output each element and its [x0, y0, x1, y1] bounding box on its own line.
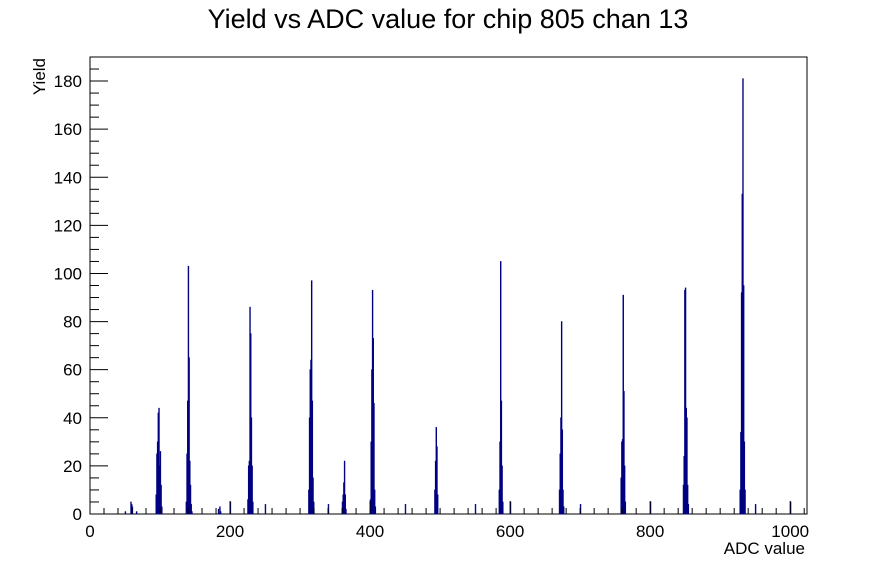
histogram-bin: [124, 511, 127, 515]
y-tick-label: 180: [54, 72, 82, 91]
y-tick-label: 20: [63, 457, 82, 476]
histogram-bin: [264, 504, 267, 515]
histogram-bin: [623, 391, 625, 515]
x-tick-label: 200: [216, 522, 244, 541]
y-tick-label: 160: [54, 120, 82, 139]
histogram-bin: [436, 494, 439, 515]
histogram-bin: [562, 489, 564, 515]
histogram-bin: [563, 506, 565, 515]
histogram-bin: [624, 501, 627, 515]
histogram-bin: [754, 504, 757, 515]
histogram-bin: [474, 504, 477, 515]
histogram-bin: [744, 489, 746, 515]
histogram-bin: [623, 465, 626, 515]
histogram-bin: [404, 504, 407, 515]
histogram-bin: [217, 508, 220, 515]
histogram-bin: [219, 506, 221, 515]
x-tick-label: 600: [496, 522, 524, 541]
y-tick-label: 80: [63, 313, 82, 332]
histogram-bin: [501, 465, 503, 515]
histogram-bin: [344, 494, 346, 515]
histogram-bin: [502, 501, 504, 515]
histogram-bin: [373, 489, 376, 515]
histogram-bin: [684, 287, 687, 515]
histogram-bin: [311, 400, 314, 515]
histogram-bin: [161, 506, 163, 515]
x-tick-label: 0: [85, 522, 94, 541]
histogram-bin: [500, 261, 502, 515]
x-tick-label: 800: [636, 522, 664, 541]
histogram-bin: [191, 511, 193, 515]
y-tick-label: 0: [73, 505, 82, 524]
histogram-bin: [561, 429, 564, 515]
histogram-bin: [373, 403, 375, 515]
y-tick-label: 60: [63, 361, 82, 380]
x-axis: 0 200 400 600 800 1000: [85, 501, 809, 541]
histogram-bin: [135, 511, 138, 515]
x-tick-label: 400: [356, 522, 384, 541]
x-axis-label: ADC value: [724, 539, 805, 558]
y-tick-label: 140: [54, 168, 82, 187]
x-tick-label: 1000: [771, 522, 809, 541]
y-axis: 0 20 40 60 80 100 120 140 160 180: [54, 56, 108, 524]
histogram-bin: [219, 511, 222, 515]
y-tick-label: 100: [54, 264, 82, 283]
histogram-bin: [374, 506, 377, 515]
histogram-bin: [743, 441, 746, 515]
histogram-bins: [124, 78, 792, 515]
histogram-bin: [687, 504, 690, 515]
histogram-bin: [686, 417, 688, 515]
chart-title: Yield vs ADC value for chip 805 chan 13: [208, 4, 689, 34]
histogram-bin: [560, 321, 563, 515]
y-axis-label: Yield: [30, 58, 49, 95]
histogram-bin: [252, 501, 254, 515]
histogram-bin: [158, 407, 160, 515]
y-tick-label: 120: [54, 216, 82, 235]
histogram-bin: [345, 508, 347, 515]
plot-frame: [89, 56, 808, 515]
y-tick-label: 40: [63, 409, 82, 428]
